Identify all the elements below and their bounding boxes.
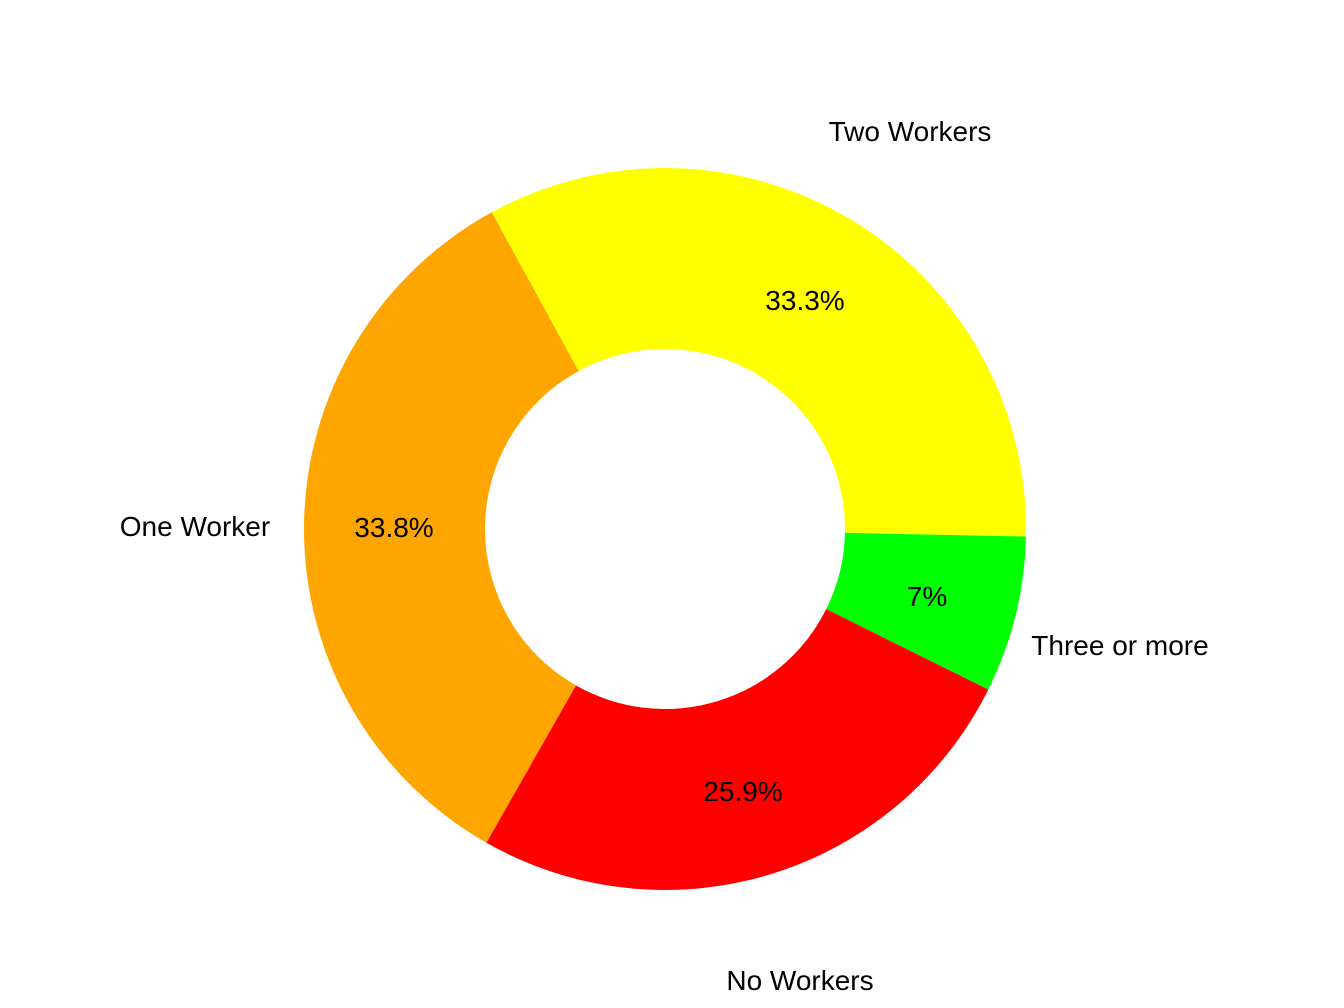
- slice-one-worker: [303, 212, 579, 843]
- slice-no-workers: [486, 609, 989, 890]
- pct-two-workers: 33.3%: [765, 285, 844, 316]
- pct-one-worker: 33.8%: [354, 512, 433, 543]
- label-three-or-more: Three or more: [1031, 630, 1208, 661]
- pct-three-or-more: 7%: [907, 581, 947, 612]
- label-one-worker: One Worker: [120, 511, 270, 542]
- slice-two-workers: [491, 167, 1026, 537]
- pct-no-workers: 25.9%: [703, 776, 782, 807]
- donut-slices: [303, 167, 1026, 890]
- label-two-workers: Two Workers: [829, 116, 992, 147]
- label-no-workers: No Workers: [726, 965, 873, 996]
- slice-three-or-more: [826, 532, 1026, 690]
